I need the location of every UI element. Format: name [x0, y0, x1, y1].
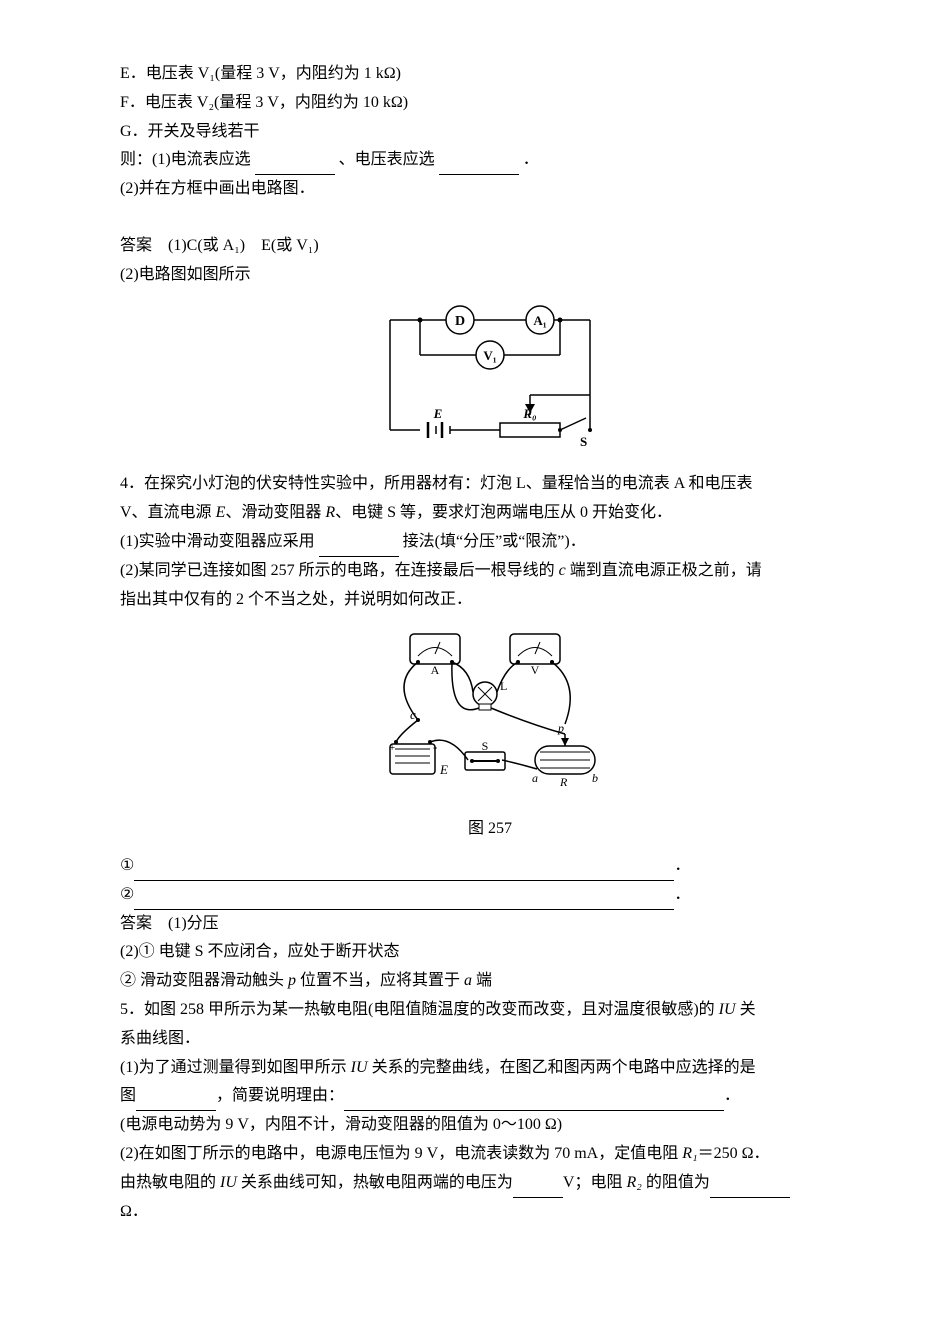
- blank-voltmeter[interactable]: [439, 155, 519, 175]
- sym-iu3: IU: [220, 1174, 237, 1191]
- fig257-a: A: [431, 663, 440, 677]
- blank-circuit-choice[interactable]: [136, 1091, 216, 1111]
- q3-answer2: (2)电路图如图所示: [120, 261, 860, 290]
- q3-part2: (2)并在方框中画出电路图．: [120, 175, 860, 204]
- sym-iu1: IU: [719, 1001, 736, 1018]
- sym-r1: R₁: [682, 1145, 697, 1162]
- q4-part2-line2: 指出其中仅有的 2 个不当之处，并说明如何改正．: [120, 586, 860, 615]
- q3-part1: 则：(1)电流表应选 、电压表应选 ．: [120, 146, 860, 175]
- q3-answer1: 答案 (1)C(或 A₁) E(或 V₁): [120, 232, 860, 261]
- svg-text:+: +: [389, 742, 395, 754]
- q4-ans0: 答案 (1)分压: [120, 910, 860, 939]
- fig257-e: E: [439, 762, 448, 777]
- q5-p2-line1: (2)在如图丁所示的电路中，电源电压恒为 9 V，电流表读数为 70 mA，定值…: [120, 1140, 860, 1169]
- q4-blank1: ①．: [120, 852, 860, 881]
- q3-opt-e: E．电压表 V₁(量程 3 V，内阻约为 1 kΩ): [120, 60, 860, 89]
- blank-voltage[interactable]: [513, 1177, 563, 1197]
- q3-then: 则：(1)电流表应选: [120, 151, 251, 168]
- q5-p1-line1: (1)为了通过测量得到如图甲所示 IU 关系的完整曲线，在图乙和图丙两个电路中应…: [120, 1054, 860, 1083]
- fig257-v: V: [531, 663, 540, 677]
- label-d: D: [455, 314, 465, 329]
- blank-ammeter[interactable]: [255, 155, 335, 175]
- sym-e: E: [216, 504, 226, 521]
- q5-stem-line1: 5．如图 258 甲所示为某一热敏电阻(电阻值随温度的改变而改变，且对温度很敏感…: [120, 996, 860, 1025]
- q5-p1-line2: 图，简要说明理由：．: [120, 1082, 860, 1111]
- q5-note: (电源电动势为 9 V，内阻不计，滑动变阻器的阻值为 0～100 Ω): [120, 1111, 860, 1140]
- label-s: S: [580, 434, 587, 449]
- q5-stem-line2: 系曲线图．: [120, 1025, 860, 1054]
- q3-opt-f: F．电压表 V₂(量程 3 V，内阻约为 10 kΩ): [120, 89, 860, 118]
- label-v1: V₁: [483, 348, 496, 363]
- q4-ans2: ② 滑动变阻器滑动触头 p 位置不当，应将其置于 a 端: [120, 967, 860, 996]
- label-r0: R₀: [522, 406, 536, 421]
- blank-error1[interactable]: [134, 861, 674, 881]
- q4-part2-line1: (2)某同学已连接如图 257 所示的电路，在连接最后一根导线的 c 端到直流电…: [120, 557, 860, 586]
- q4-stem-line1: 4．在探究小灯泡的伏安特性实验中，所用器材有：灯泡 L、量程恰当的电流表 A 和…: [120, 470, 860, 499]
- fig257-r: R: [559, 775, 568, 789]
- q4-part1: (1)实验中滑动变阻器应采用 接法(填“分压”或“限流”)．: [120, 528, 860, 557]
- label-e: E: [433, 406, 443, 421]
- q3-circuit-figure: D A₁ V₁ E R₀ S: [120, 300, 860, 461]
- sym-c: c: [559, 562, 566, 579]
- fig257-a2: a: [532, 771, 538, 785]
- q4-blank2: ②．: [120, 881, 860, 910]
- blank-r2[interactable]: [710, 1177, 790, 1197]
- blank-reason[interactable]: [344, 1091, 724, 1111]
- q4-ans1: (2)① 电键 S 不应闭合，应处于断开状态: [120, 938, 860, 967]
- sym-r2: R₂: [626, 1174, 641, 1191]
- fig257-b: b: [592, 771, 598, 785]
- blank-error2[interactable]: [134, 889, 674, 909]
- label-a1: A₁: [533, 313, 546, 328]
- sym-p: p: [288, 972, 296, 989]
- q3-volt-sel: 、电压表应选: [339, 151, 435, 168]
- sym-iu2: IU: [351, 1059, 368, 1076]
- q4-figure: A V L c + - E S: [120, 624, 860, 805]
- sym-a: a: [464, 972, 472, 989]
- blank-method[interactable]: [319, 537, 399, 557]
- fig257-caption: 图 257: [120, 815, 860, 844]
- q4-stem-line2: V、直流电源 E、滑动变阻器 R、电键 S 等，要求灯泡两端电压从 0 开始变化…: [120, 499, 860, 528]
- fig257-s: S: [482, 739, 489, 753]
- sym-r: R: [325, 504, 335, 521]
- q3-opt-g: G．开关及导线若干: [120, 118, 860, 147]
- q5-p2-line2: 由热敏电阻的 IU 关系曲线可知，热敏电阻两端的电压为V；电阻 R₂ 的阻值为: [120, 1169, 860, 1198]
- period: ．: [523, 151, 539, 168]
- q5-p2-line3: Ω．: [120, 1198, 860, 1227]
